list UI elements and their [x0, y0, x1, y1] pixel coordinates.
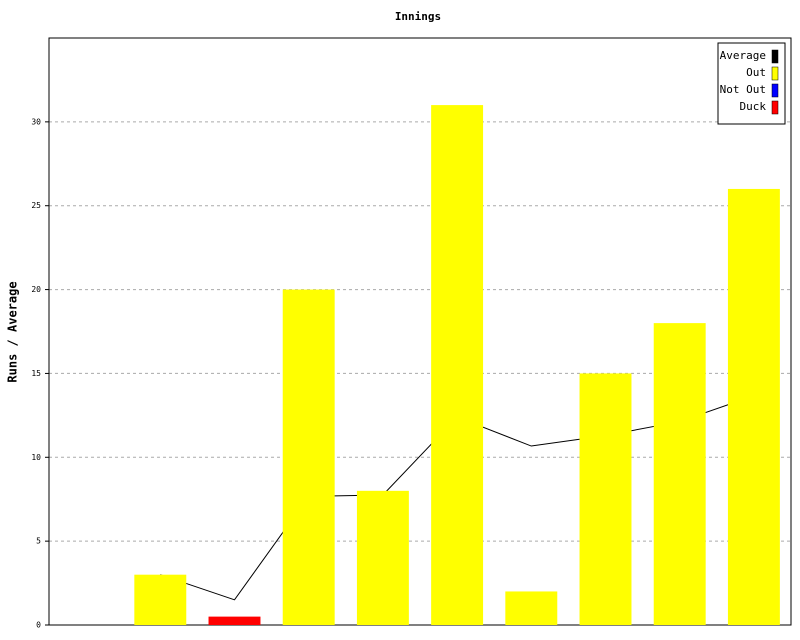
legend-swatch [771, 100, 779, 115]
chart-title: Innings [395, 10, 441, 23]
y-tick-label: 20 [31, 285, 41, 294]
legend-swatch [771, 83, 779, 98]
legend-label: Duck [740, 100, 767, 113]
bar [505, 591, 558, 625]
y-axis-label: Runs / Average [6, 281, 20, 382]
bar [727, 188, 780, 625]
y-tick-label: 25 [31, 201, 41, 210]
bar [579, 373, 632, 625]
legend-swatch [771, 66, 779, 81]
bar [134, 574, 187, 625]
y-tick-label: 0 [36, 621, 41, 630]
y-tick-label: 5 [36, 537, 41, 546]
y-tick-label: 30 [31, 117, 41, 126]
bar [282, 289, 335, 625]
y-tick-label: 10 [31, 453, 41, 462]
legend-label: Average [720, 49, 766, 62]
plot-frame [48, 37, 792, 626]
bar [356, 490, 409, 625]
bar [653, 323, 706, 625]
y-tick-label: 15 [31, 369, 41, 378]
bar [431, 105, 484, 626]
bar [208, 616, 261, 625]
legend-swatch [771, 49, 779, 64]
legend-label: Not Out [720, 83, 766, 96]
legend-label: Out [746, 66, 766, 79]
